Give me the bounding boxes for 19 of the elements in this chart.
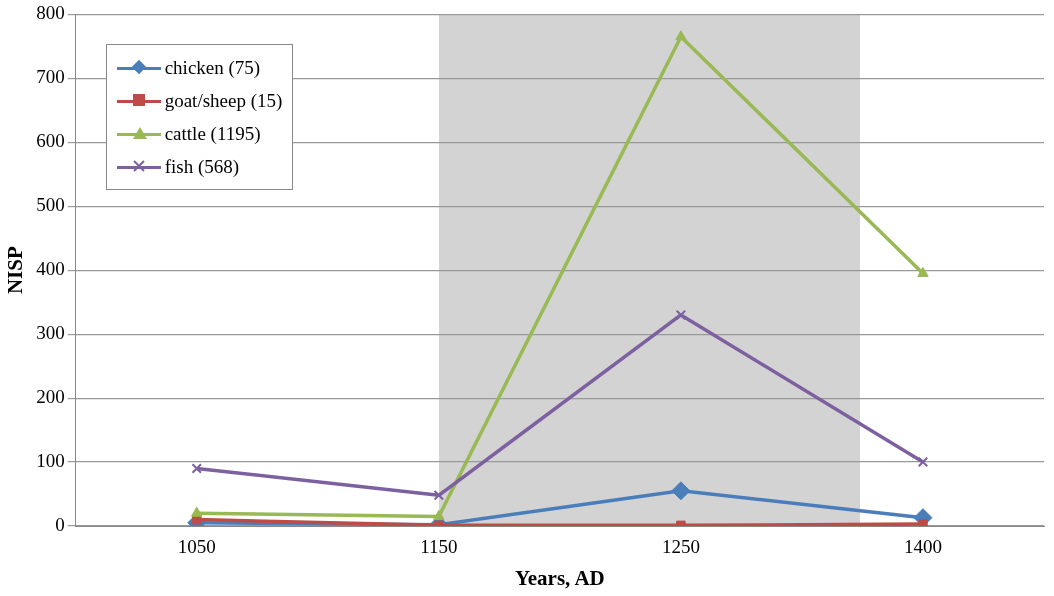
x-tick-label: 1150 [420, 536, 458, 558]
y-tick-label: 600 [36, 130, 65, 152]
y-tick-label: 200 [36, 386, 65, 408]
legend-label: fish (568) [164, 155, 240, 178]
x-axis-title: Years, AD [514, 565, 605, 590]
legend-label: chicken (75) [164, 56, 261, 79]
x-tick-label: 1050 [177, 536, 216, 558]
y-tick-label: 800 [36, 2, 65, 24]
y-axis-title: NISP [3, 246, 28, 295]
x-tick-label: 1250 [661, 536, 700, 558]
x-tick-label: 1400 [903, 536, 942, 558]
y-tick-label: 500 [36, 194, 65, 216]
y-tick-label: 100 [36, 450, 65, 472]
legend-label: cattle (1195) [164, 122, 261, 145]
legend-label: goat/sheep (15) [164, 89, 283, 112]
y-tick-label: 300 [36, 322, 65, 344]
y-tick-label: 400 [36, 258, 65, 280]
y-tick-label: 0 [55, 513, 65, 535]
y-tick-label: 700 [36, 66, 65, 88]
